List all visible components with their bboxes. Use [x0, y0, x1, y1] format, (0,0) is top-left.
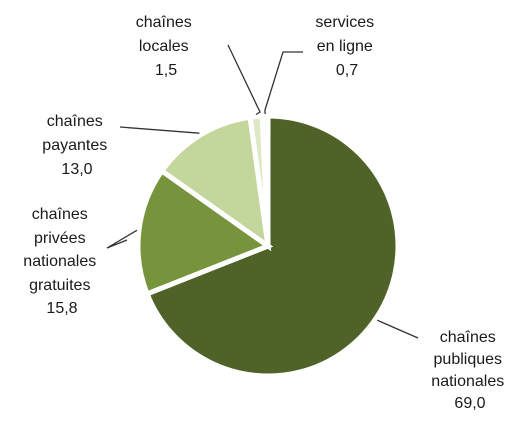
- slice-label-services: services en ligne 0,7: [315, 14, 378, 79]
- slice-value-locales: 1,5: [155, 62, 177, 79]
- slice-value-payantes: 13,0: [61, 161, 92, 178]
- pie-slice-publiques: [143, 113, 401, 379]
- slice-value-services: 0,7: [336, 62, 358, 79]
- leader-line-services: [264, 51, 303, 115]
- pie-slice-services: [259, 113, 271, 247]
- leader-lines: [106, 44, 419, 339]
- slice-value-privees: 15,8: [46, 300, 77, 317]
- slice-label-payantes: chaînes payantes 13,0: [42, 113, 111, 178]
- slice-label-privees: chaînes privées nationales gratuites 15,…: [23, 206, 100, 317]
- pie-slices: [135, 113, 401, 379]
- leader-line-publiques: [376, 319, 419, 339]
- pie-slice-payantes: [158, 114, 272, 252]
- pie-slice-privees: [135, 167, 274, 298]
- leader-line-privees: [106, 229, 138, 249]
- leader-line-payantes: [119, 126, 200, 134]
- slice-label-publiques: chaînes publiques nationales 69,0: [431, 329, 508, 412]
- leader-line-locales: [227, 44, 261, 116]
- slice-label-locales: chaînes locales 1,5: [136, 14, 197, 79]
- slice-value-publiques: 69,0: [454, 395, 485, 412]
